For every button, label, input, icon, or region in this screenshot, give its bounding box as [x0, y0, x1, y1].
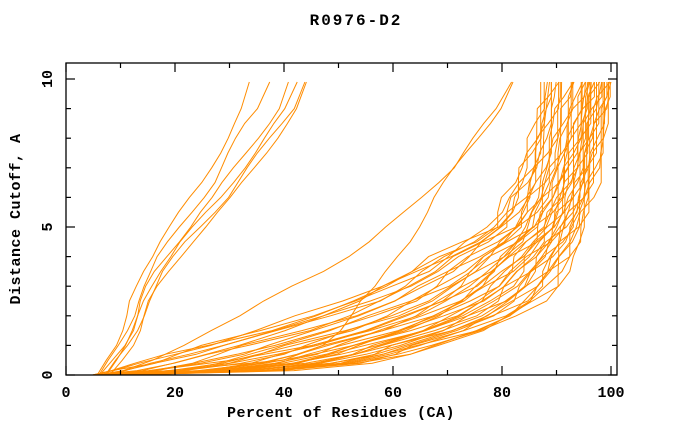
x-tick-label: 100 — [597, 385, 624, 402]
model-curve-cluster-6 — [116, 82, 605, 376]
chart-title: R0976-D2 — [310, 12, 403, 30]
model-curve-left-model-5 — [104, 81, 306, 376]
x-tick-label: 0 — [61, 385, 70, 402]
x-tick-label: 20 — [166, 385, 184, 402]
model-curve-cluster-1 — [120, 82, 609, 376]
y-tick-label: 0 — [40, 370, 57, 379]
model-curve-cluster-35 — [97, 82, 552, 376]
y-tick-label: 10 — [40, 70, 57, 88]
model-curve-cluster-39 — [92, 81, 548, 376]
x-tick-label: 40 — [275, 385, 293, 402]
x-tick-label: 60 — [384, 385, 402, 402]
model-curves — [92, 81, 612, 376]
model-curve-cluster-22 — [110, 82, 582, 376]
model-curve-cluster-16 — [110, 81, 592, 376]
model-curve-left-model-4 — [105, 81, 298, 376]
model-curve-cluster-29 — [99, 82, 574, 376]
model-curve-cluster-40 — [92, 82, 545, 376]
plot-frame — [65, 62, 618, 376]
model-curve-cluster-27 — [104, 82, 572, 376]
model-curve-cluster-31 — [103, 81, 574, 376]
model-curve-cluster-15 — [114, 81, 595, 376]
model-curve-left-model-3 — [99, 81, 289, 376]
model-curve-cluster-36 — [99, 81, 560, 376]
model-curve-cluster-9 — [115, 82, 597, 376]
model-curve-cluster-11 — [113, 82, 600, 376]
model-curve-cluster-28 — [105, 81, 573, 376]
model-curve-cluster-17 — [114, 81, 591, 376]
model-curve-cluster-19 — [107, 82, 588, 376]
model-curve-cluster-13 — [112, 82, 603, 376]
model-curve-cluster-18 — [110, 82, 595, 376]
model-curve-cluster-37 — [92, 82, 552, 376]
x-axis-label: Percent of Residues (CA) — [227, 405, 455, 422]
model-curve-left-model-1 — [96, 81, 250, 376]
model-curve-mid-model-2 — [118, 81, 514, 376]
axes: 0 20 40 60 80 100 0 5 10 — [40, 62, 625, 402]
model-curve-left-model-6 — [109, 81, 307, 376]
model-curve-cluster-30 — [104, 81, 563, 376]
model-curve-cluster-32 — [98, 82, 561, 376]
model-curve-cluster-26 — [106, 81, 584, 376]
model-curve-cluster-24 — [103, 82, 583, 376]
model-curve-cluster-10 — [115, 81, 603, 376]
x-tick-label: 80 — [493, 385, 511, 402]
y-tick-label: 5 — [40, 222, 57, 231]
model-curve-mid-model-1 — [110, 81, 513, 376]
y-axis-label: Distance Cutoff, A — [8, 133, 25, 304]
model-curve-left-model-2 — [98, 81, 271, 376]
